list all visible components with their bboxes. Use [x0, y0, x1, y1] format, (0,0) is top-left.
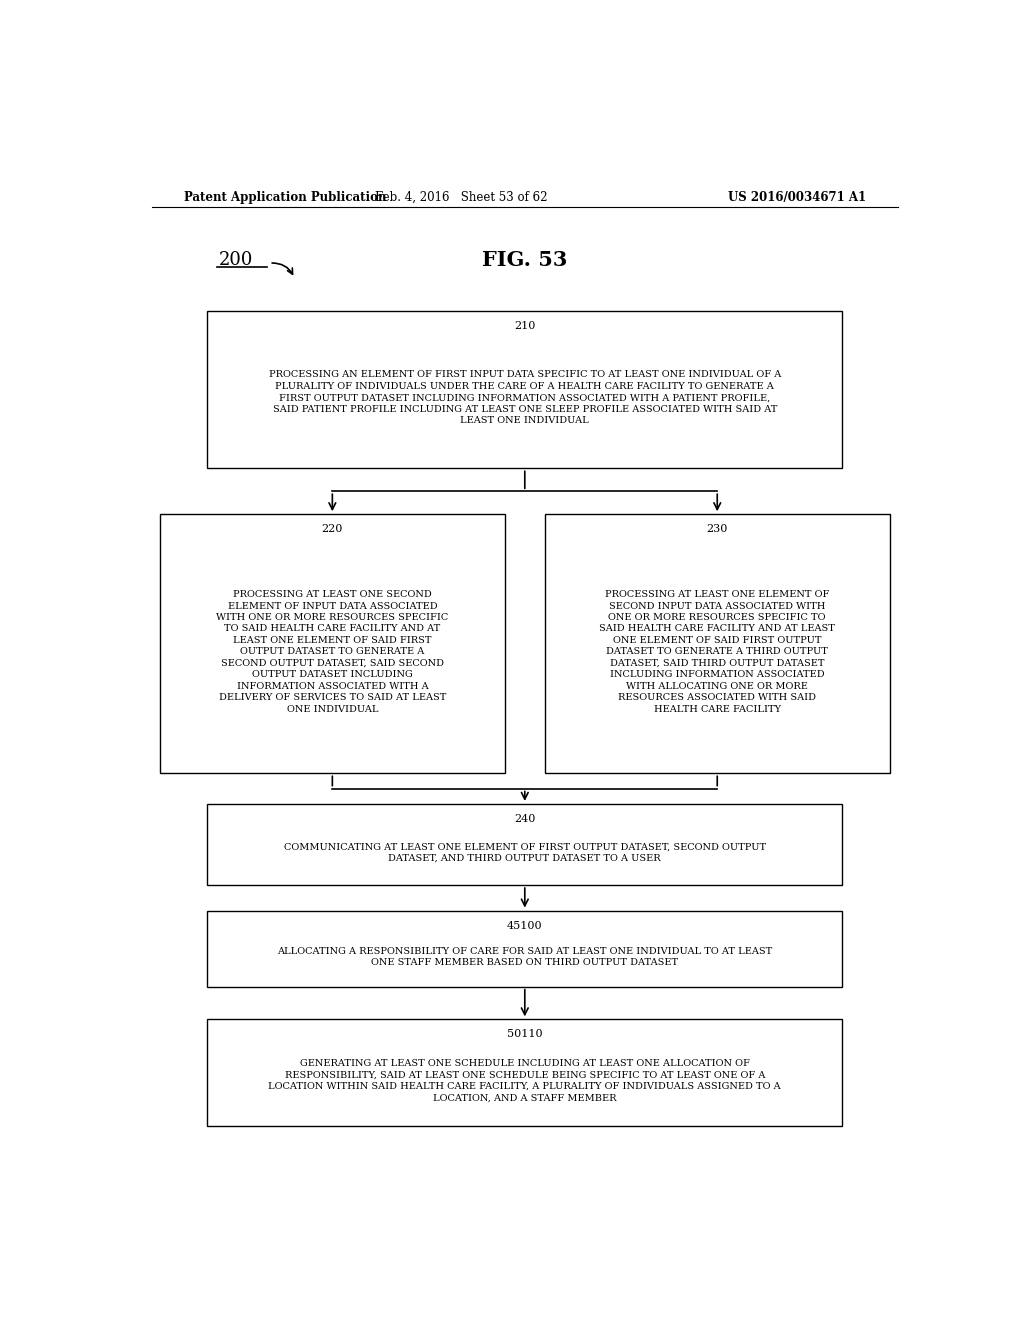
Text: PROCESSING AT LEAST ONE ELEMENT OF
SECOND INPUT DATA ASSOCIATED WITH
ONE OR MORE: PROCESSING AT LEAST ONE ELEMENT OF SECON…: [599, 590, 836, 714]
FancyBboxPatch shape: [207, 1019, 842, 1126]
Text: PROCESSING AT LEAST ONE SECOND
ELEMENT OF INPUT DATA ASSOCIATED
WITH ONE OR MORE: PROCESSING AT LEAST ONE SECOND ELEMENT O…: [216, 590, 449, 714]
Text: FIG. 53: FIG. 53: [482, 249, 567, 271]
Text: 45100: 45100: [507, 921, 543, 931]
FancyBboxPatch shape: [207, 804, 842, 886]
Text: PROCESSING AN ELEMENT OF FIRST INPUT DATA SPECIFIC TO AT LEAST ONE INDIVIDUAL OF: PROCESSING AN ELEMENT OF FIRST INPUT DAT…: [268, 371, 781, 425]
FancyBboxPatch shape: [545, 515, 890, 774]
Text: GENERATING AT LEAST ONE SCHEDULE INCLUDING AT LEAST ONE ALLOCATION OF
RESPONSIBI: GENERATING AT LEAST ONE SCHEDULE INCLUDI…: [268, 1059, 781, 1102]
Text: ALLOCATING A RESPONSIBILITY OF CARE FOR SAID AT LEAST ONE INDIVIDUAL TO AT LEAST: ALLOCATING A RESPONSIBILITY OF CARE FOR …: [278, 946, 772, 968]
Text: US 2016/0034671 A1: US 2016/0034671 A1: [728, 190, 866, 203]
Text: 210: 210: [514, 321, 536, 331]
Text: Feb. 4, 2016   Sheet 53 of 62: Feb. 4, 2016 Sheet 53 of 62: [375, 190, 548, 203]
FancyBboxPatch shape: [160, 515, 505, 774]
Text: Patent Application Publication: Patent Application Publication: [183, 190, 386, 203]
Text: COMMUNICATING AT LEAST ONE ELEMENT OF FIRST OUTPUT DATASET, SECOND OUTPUT
DATASE: COMMUNICATING AT LEAST ONE ELEMENT OF FI…: [284, 842, 766, 863]
Text: 220: 220: [322, 524, 343, 535]
FancyBboxPatch shape: [207, 911, 842, 987]
FancyBboxPatch shape: [207, 312, 842, 469]
Text: 230: 230: [707, 524, 728, 535]
Text: 240: 240: [514, 814, 536, 824]
Text: 200: 200: [219, 251, 254, 269]
Text: 50110: 50110: [507, 1030, 543, 1039]
